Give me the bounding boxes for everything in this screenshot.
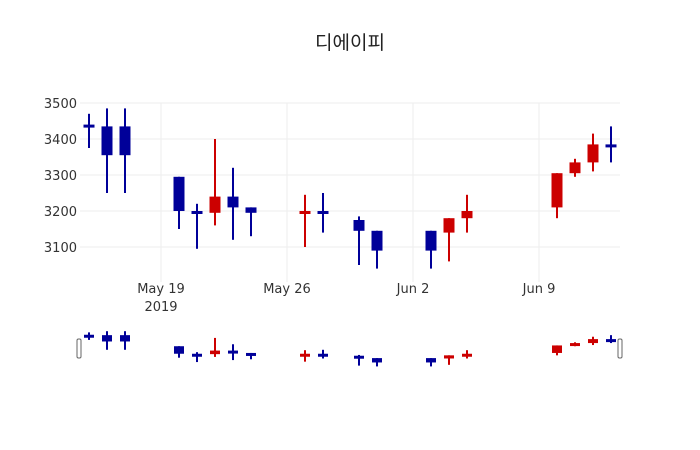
candle[interactable] <box>209 139 221 226</box>
chart-title: 디에이피 <box>315 32 385 54</box>
grid: 3100 3200 3300 3400 3500 May 19 2019 May 26 Jun … <box>44 97 620 315</box>
candle[interactable] <box>462 350 472 359</box>
candle[interactable] <box>191 203 203 249</box>
x-tick-year: 2019 <box>144 300 177 315</box>
candle[interactable] <box>102 331 112 350</box>
candle[interactable] <box>443 218 455 262</box>
candle[interactable] <box>353 216 365 265</box>
candle[interactable] <box>228 344 238 361</box>
candle[interactable] <box>120 331 130 350</box>
candle[interactable] <box>425 230 437 269</box>
y-tick-label: 3200 <box>44 205 77 220</box>
candle[interactable] <box>551 173 563 219</box>
candle[interactable] <box>426 358 436 367</box>
x-tick-label: May 19 <box>137 282 185 297</box>
candle[interactable] <box>300 350 310 362</box>
candle[interactable] <box>210 337 220 357</box>
candle[interactable] <box>318 349 328 359</box>
candle[interactable] <box>570 342 580 347</box>
candle[interactable] <box>606 335 616 344</box>
main-plot <box>83 108 617 269</box>
range-slider[interactable] <box>76 331 623 367</box>
candle[interactable] <box>588 336 598 346</box>
candle[interactable] <box>83 113 95 148</box>
range-handle-left[interactable] <box>76 338 82 359</box>
x-tick-label: May 26 <box>263 282 311 297</box>
candle[interactable] <box>227 167 239 240</box>
y-tick-label: 3500 <box>44 97 77 112</box>
y-tick-label: 3400 <box>44 133 77 148</box>
candle[interactable] <box>173 176 185 229</box>
x-tick-label: Jun 9 <box>522 282 556 297</box>
candle[interactable] <box>605 126 617 163</box>
candle[interactable] <box>317 193 329 233</box>
candle[interactable] <box>371 230 383 269</box>
candle[interactable] <box>192 352 202 363</box>
candle[interactable] <box>444 355 454 365</box>
candle[interactable] <box>84 332 94 340</box>
candle[interactable] <box>245 207 257 237</box>
x-tick-label: Jun 2 <box>396 282 430 297</box>
candle[interactable] <box>246 352 256 360</box>
y-tick-label: 3100 <box>44 241 77 256</box>
candle[interactable] <box>174 346 184 358</box>
candle[interactable] <box>587 133 599 172</box>
y-tick-label: 3300 <box>44 169 77 184</box>
candle[interactable] <box>101 108 113 193</box>
candle[interactable] <box>119 108 131 193</box>
candle[interactable] <box>461 194 473 233</box>
range-handle-right[interactable] <box>617 338 623 359</box>
candle[interactable] <box>569 158 581 177</box>
candle[interactable] <box>354 354 364 366</box>
candle[interactable] <box>372 358 382 367</box>
candle[interactable] <box>299 194 311 247</box>
candle[interactable] <box>552 345 562 356</box>
